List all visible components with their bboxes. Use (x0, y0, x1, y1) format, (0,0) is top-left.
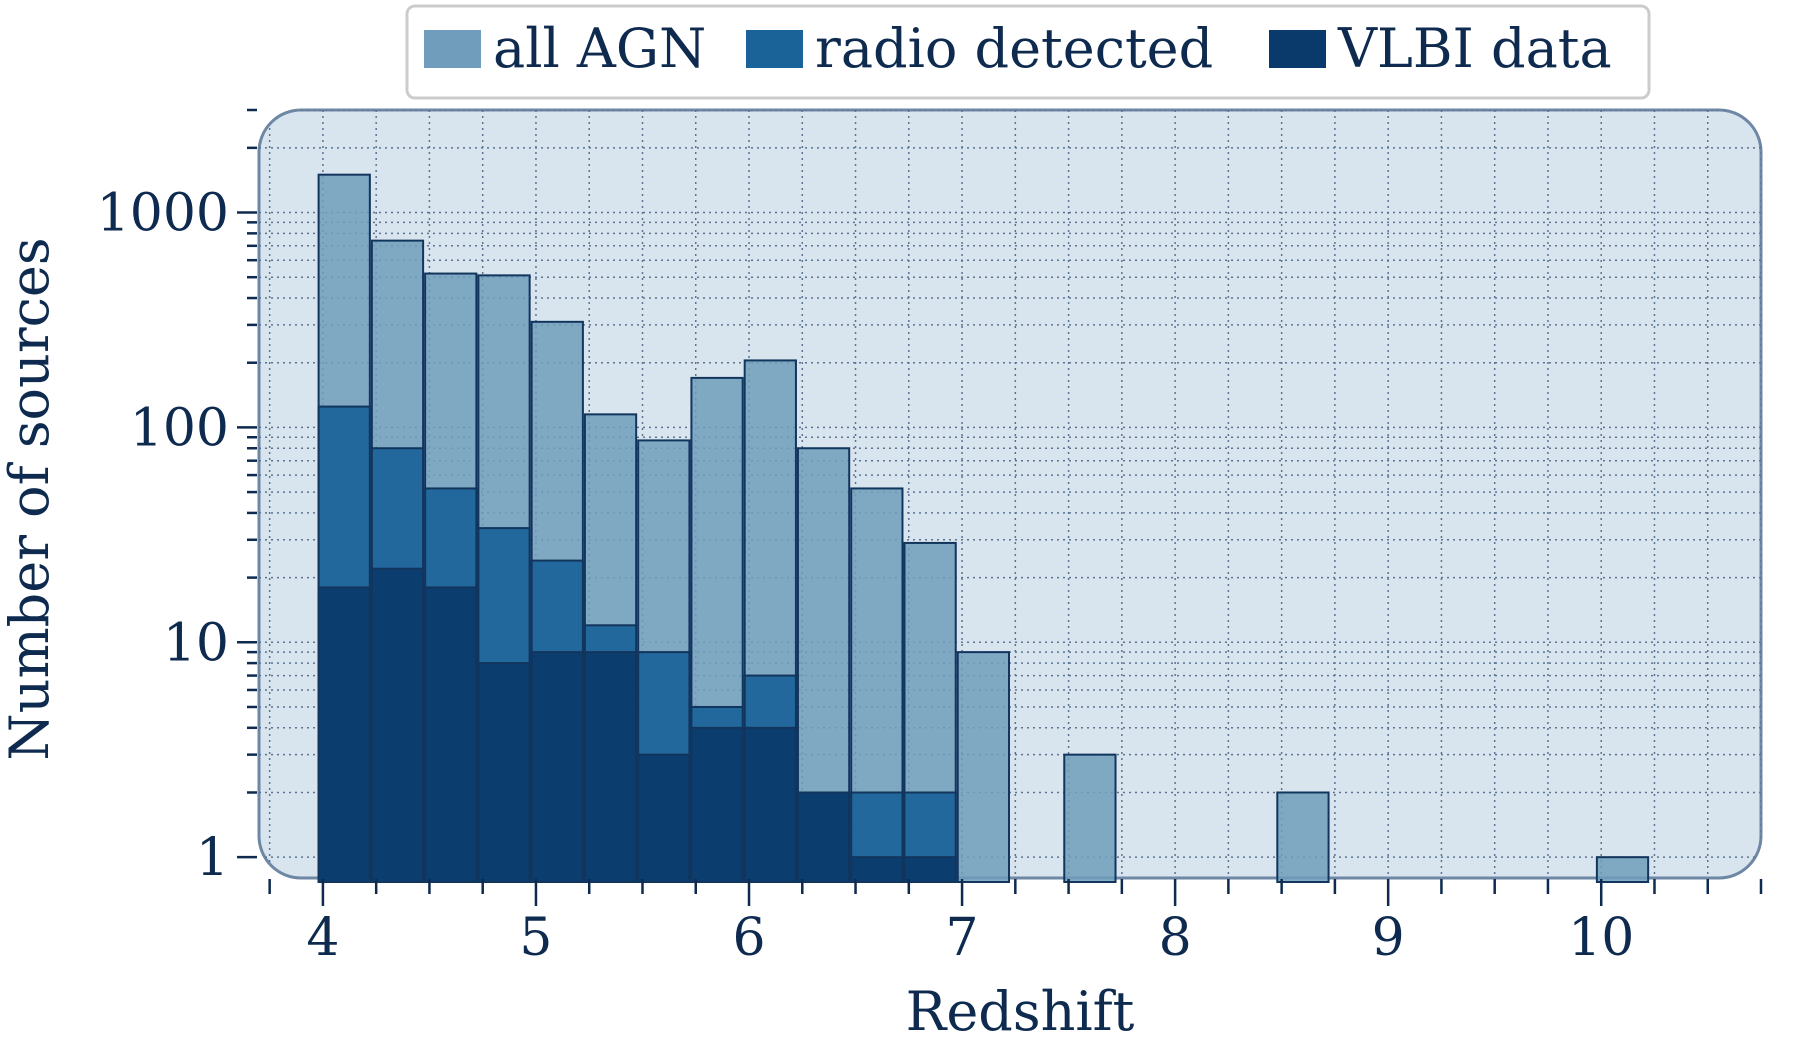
histogram-bars (317, 173, 1650, 884)
legend: all AGN radio detected VLBI data (405, 4, 1651, 100)
y-tick-label: 1 (196, 828, 229, 888)
y-axis-title: Number of sources (0, 237, 61, 760)
bar-vlbi-data (424, 586, 478, 883)
x-tick-label: 7 (946, 908, 979, 968)
bar-vlbi-data (583, 651, 638, 883)
legend-swatch (746, 30, 803, 68)
axes: 4 5 6 7 8 9 10 1 10 100 1000 Redshift Number of sour… (0, 108, 1763, 1043)
bar-vlbi-data (850, 856, 904, 884)
bar-vlbi-data (690, 726, 744, 883)
bar-vlbi-data (903, 856, 957, 884)
bar-vlbi-data (477, 662, 531, 883)
x-tick-label: 4 (306, 908, 339, 968)
bar-all-agn (1063, 753, 1117, 883)
x-tick-label: 10 (1568, 908, 1634, 968)
bar-all-agn (1595, 856, 1650, 884)
legend-swatch (424, 30, 481, 68)
x-axis-title: Redshift (906, 980, 1135, 1043)
x-tick-label: 6 (732, 908, 765, 968)
bar-all-agn (1276, 791, 1330, 884)
bar-vlbi-data (796, 791, 851, 884)
legend-label: VLBI data (1337, 17, 1612, 80)
bar-vlbi-data (743, 726, 797, 883)
x-tick-label: 5 (519, 908, 552, 968)
legend-box (405, 4, 1651, 100)
bar-vlbi-data (637, 753, 691, 883)
bar-all-agn (956, 651, 1011, 883)
y-tick-label: 1000 (97, 184, 229, 244)
x-tick-label: 8 (1159, 908, 1192, 968)
y-tick-label: 10 (163, 613, 229, 673)
legend-label: radio detected (815, 17, 1213, 80)
bar-vlbi-data (530, 651, 584, 883)
legend-label: all AGN (493, 17, 706, 80)
y-tick-label: 100 (130, 398, 229, 458)
x-tick-label: 9 (1372, 908, 1405, 968)
bar-vlbi-data (317, 586, 371, 883)
legend-swatch (1269, 30, 1326, 68)
bar-vlbi-data (370, 567, 425, 883)
